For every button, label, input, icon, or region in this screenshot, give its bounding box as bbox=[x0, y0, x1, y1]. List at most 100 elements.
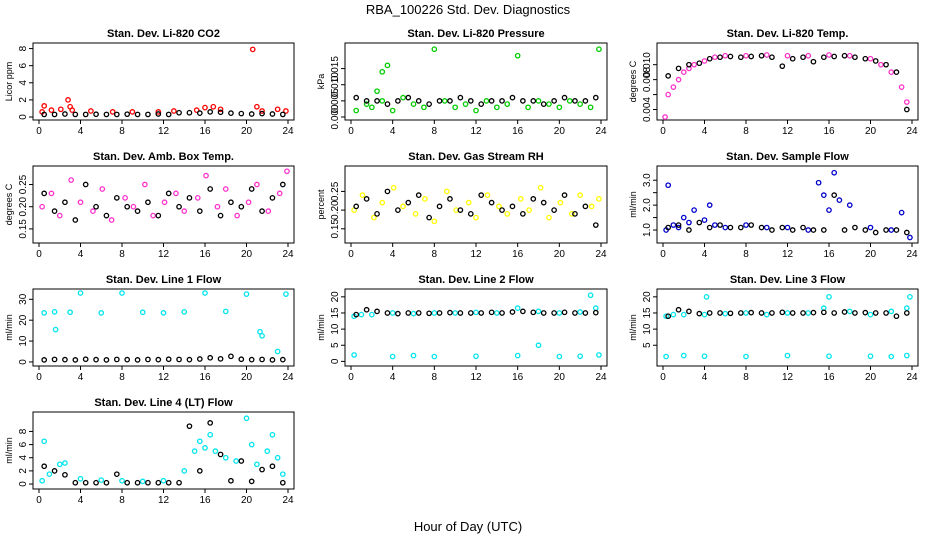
data-point-hourly bbox=[831, 192, 838, 199]
data-point-hourly bbox=[852, 224, 858, 231]
data-point-all bbox=[171, 108, 177, 114]
data-point-all bbox=[265, 208, 272, 215]
x-tick-label: 4 bbox=[390, 372, 396, 383]
data-point-hourly bbox=[93, 111, 99, 118]
x-tick-label: 20 bbox=[554, 126, 566, 137]
data-point-all bbox=[202, 445, 208, 451]
data-point-hourly bbox=[748, 309, 755, 316]
data-point-all bbox=[903, 305, 910, 311]
y-tick-label: 15 bbox=[642, 307, 653, 319]
data-point-all bbox=[390, 184, 397, 191]
y-axis-label: percent bbox=[316, 189, 326, 220]
data-point-hourly bbox=[415, 192, 422, 199]
data-point-all bbox=[214, 203, 221, 210]
data-point-hourly bbox=[395, 207, 401, 213]
data-point-hourly bbox=[145, 199, 151, 206]
data-point-all bbox=[665, 91, 672, 98]
data-point-hourly bbox=[748, 53, 755, 60]
x-tick-label: 16 bbox=[823, 249, 835, 260]
y-tick-label: 0.004 bbox=[642, 97, 653, 122]
data-point-all bbox=[363, 101, 370, 107]
data-point-hourly bbox=[72, 111, 79, 118]
x-tick-label: 12 bbox=[470, 249, 482, 260]
data-point-all bbox=[207, 431, 214, 438]
y-axis-label: ml/min bbox=[4, 314, 14, 341]
plot-frame bbox=[32, 288, 295, 367]
data-point-hourly bbox=[789, 310, 796, 316]
data-point-hourly bbox=[509, 203, 516, 210]
data-point-all bbox=[826, 353, 832, 360]
data-point-all bbox=[400, 94, 406, 101]
data-point-all bbox=[389, 353, 396, 360]
data-point-all bbox=[525, 104, 531, 111]
data-point-hourly bbox=[228, 353, 234, 360]
data-point-all bbox=[67, 309, 73, 316]
data-point-all bbox=[108, 217, 115, 223]
data-point-all bbox=[504, 101, 511, 107]
data-point-all bbox=[203, 172, 209, 179]
data-point-all bbox=[69, 107, 76, 114]
data-point-hourly bbox=[415, 98, 422, 104]
data-point-all bbox=[846, 308, 853, 315]
data-point-all bbox=[62, 460, 68, 466]
data-point-hourly bbox=[841, 52, 848, 59]
data-point-all bbox=[202, 104, 208, 111]
data-point-all bbox=[888, 308, 895, 315]
data-point-all bbox=[670, 84, 677, 90]
data-point-hourly bbox=[113, 356, 120, 363]
data-point-hourly bbox=[228, 110, 234, 117]
x-tick-label: 0 bbox=[348, 126, 354, 137]
data-point-all bbox=[77, 290, 84, 296]
data-point-hourly bbox=[675, 65, 682, 72]
data-point-all bbox=[77, 475, 84, 482]
data-point-hourly bbox=[467, 210, 474, 217]
data-point-hourly bbox=[269, 194, 276, 201]
figure-xlabel: Hour of Day (UTC) bbox=[414, 519, 522, 534]
data-point-all bbox=[907, 293, 913, 300]
data-point-hourly bbox=[467, 98, 474, 104]
data-point-hourly bbox=[217, 212, 224, 219]
data-point-hourly bbox=[134, 357, 141, 363]
y-tick-label: 3.0 bbox=[642, 173, 653, 187]
x-tick-label: 4 bbox=[390, 126, 396, 137]
data-point-hourly bbox=[520, 210, 526, 217]
data-point-all bbox=[535, 98, 542, 104]
data-point-all bbox=[56, 212, 63, 219]
data-point-all bbox=[109, 109, 116, 115]
y-axis-label: degrees C bbox=[628, 60, 638, 102]
data-point-hourly bbox=[145, 111, 151, 118]
data-point-hourly bbox=[696, 219, 703, 226]
data-point-all bbox=[359, 192, 366, 199]
data-point-hourly bbox=[165, 111, 172, 118]
data-point-all bbox=[784, 224, 791, 231]
data-point-all bbox=[484, 192, 491, 199]
data-point-hourly bbox=[155, 356, 162, 363]
data-point-all bbox=[284, 168, 290, 175]
data-point-all bbox=[245, 199, 252, 206]
data-point-all bbox=[846, 202, 853, 208]
data-point-all bbox=[129, 109, 136, 115]
data-point-hourly bbox=[758, 52, 765, 59]
data-point-hourly bbox=[186, 423, 193, 430]
data-point-hourly bbox=[686, 308, 692, 315]
data-point-hourly bbox=[103, 111, 110, 118]
y-tick-label: 0.010 bbox=[330, 72, 341, 97]
x-tick-label: 8 bbox=[119, 126, 125, 137]
y-tick-label: 0.010 bbox=[642, 52, 653, 77]
data-point-all bbox=[462, 101, 469, 107]
data-point-hourly bbox=[800, 54, 806, 61]
data-point-hourly bbox=[530, 309, 537, 316]
y-axis-label: ml/min bbox=[628, 314, 638, 341]
data-point-hourly bbox=[457, 310, 464, 316]
x-tick-label: 16 bbox=[823, 126, 835, 137]
data-point-all bbox=[181, 308, 188, 315]
data-point-hourly bbox=[852, 54, 858, 61]
panel-8: Stan. Dev. Line 2 Flow 0 4 8 12 16 20 24 0 5 10 15 2… bbox=[316, 274, 608, 383]
x-tick-label: 8 bbox=[743, 126, 749, 137]
x-tick-label: 4 bbox=[78, 249, 84, 260]
data-point-all bbox=[160, 310, 167, 316]
x-tick-label: 12 bbox=[158, 495, 170, 506]
data-point-all bbox=[77, 199, 84, 206]
data-point-hourly bbox=[363, 306, 370, 313]
data-point-all bbox=[596, 352, 602, 358]
